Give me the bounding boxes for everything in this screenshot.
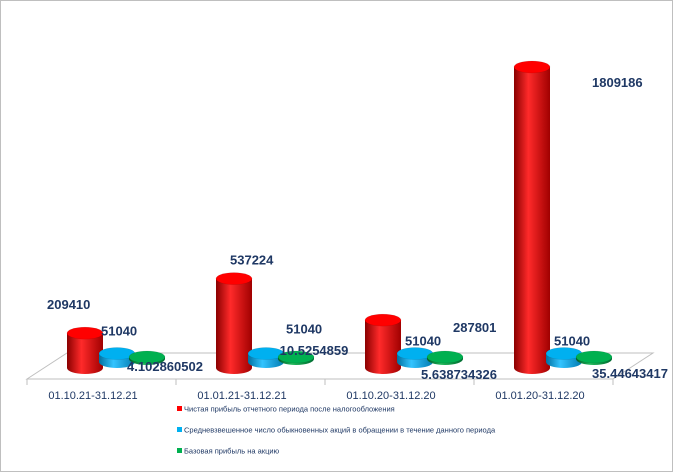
category-label: 01.01.20-31.12.20 bbox=[495, 390, 584, 402]
bar-body bbox=[216, 278, 252, 374]
legend-item-0: Чистая прибыль отчетного периода после н… bbox=[177, 405, 395, 414]
data-label-0-0: 209410 bbox=[47, 297, 90, 312]
bar-1-0 bbox=[98, 347, 136, 368]
legend-item-2: Базовая прибыль на акцию bbox=[177, 447, 280, 456]
data-label-1-2: 51040 bbox=[405, 334, 441, 349]
bar-0-0 bbox=[66, 326, 104, 374]
bar-0-2 bbox=[364, 313, 402, 374]
legend-label: Чистая прибыль отчетного периода после н… bbox=[184, 405, 395, 414]
legend-item-1: Средневзвешенное число обыкновенных акци… bbox=[177, 426, 496, 435]
bar-top bbox=[277, 350, 315, 364]
legend-swatch bbox=[177, 406, 182, 411]
bar-top bbox=[364, 313, 402, 327]
bar-top bbox=[66, 326, 104, 340]
bar-2-3 bbox=[575, 350, 613, 365]
bar-top bbox=[426, 350, 464, 364]
bar-1-1 bbox=[247, 347, 285, 368]
legend-label: Базовая прибыль на акцию bbox=[184, 447, 280, 456]
data-label-2-3: 35.44643417 bbox=[592, 366, 668, 381]
legend-swatch bbox=[177, 427, 182, 432]
bar-0-3 bbox=[513, 60, 551, 374]
data-label-2-1: 10.5254859 bbox=[280, 343, 349, 358]
data-label-0-2: 287801 bbox=[453, 320, 496, 335]
data-label-2-2: 5.638734326 bbox=[421, 367, 497, 382]
data-label-1-3: 51040 bbox=[554, 334, 590, 349]
category-label: 01.10.20-31.12.20 bbox=[346, 390, 435, 402]
data-label-2-0: 4.102860502 bbox=[127, 359, 203, 374]
bar-2-2 bbox=[426, 350, 464, 365]
data-label-0-1: 537224 bbox=[230, 253, 274, 268]
bar-top bbox=[128, 350, 166, 364]
bar-body bbox=[365, 320, 401, 374]
bar-top bbox=[215, 272, 253, 285]
bar-2-0 bbox=[128, 350, 166, 365]
data-label-1-1: 51040 bbox=[286, 322, 322, 337]
bar-2-1 bbox=[277, 350, 315, 365]
legend-swatch bbox=[177, 448, 182, 453]
bar-0-1 bbox=[215, 272, 253, 374]
data-label-1-0: 51040 bbox=[101, 324, 137, 339]
chart-floor bbox=[25, 352, 655, 380]
bar-1-2 bbox=[396, 347, 434, 368]
bar-body bbox=[514, 67, 550, 374]
category-label: 01.10.21-31.12.21 bbox=[48, 390, 137, 402]
data-label-0-3: 1809186 bbox=[592, 75, 643, 90]
bar-top bbox=[513, 60, 551, 74]
legend-label: Средневзвешенное число обыкновенных акци… bbox=[184, 426, 496, 435]
bar-1-3 bbox=[545, 347, 583, 368]
bar-body bbox=[67, 333, 103, 374]
category-label: 01.01.21-31.12.21 bbox=[197, 390, 286, 402]
bar-top bbox=[575, 350, 613, 364]
